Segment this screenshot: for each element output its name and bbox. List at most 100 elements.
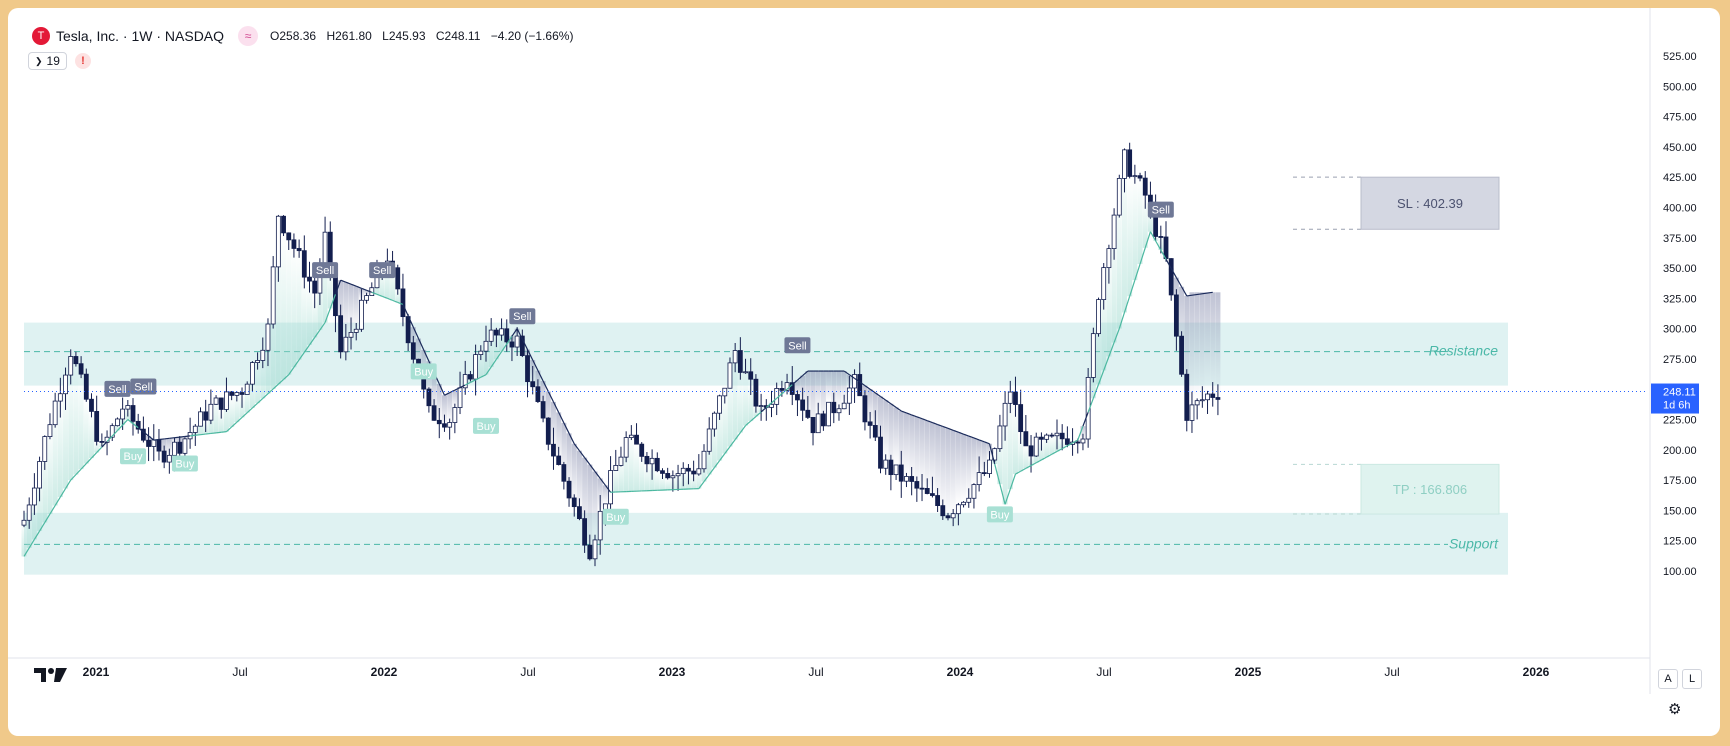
trend-fill-slice [1044, 435, 1050, 458]
trail-line-segment [1175, 277, 1183, 288]
trail-line-segment [283, 374, 290, 380]
candle-body [670, 475, 676, 479]
trail-line-segment [1108, 342, 1115, 357]
log-scale-button[interactable]: L [1682, 669, 1702, 689]
chart-canvas[interactable]: Resistance Support Sell Sell Buy Buy Sell Sell B… [8, 8, 1720, 736]
trend-fill-slice [1049, 435, 1055, 455]
sell-signal: Sell [312, 262, 339, 279]
trail-line-segment [277, 378, 284, 385]
trend-fill-slice [971, 437, 977, 485]
candle-body [556, 455, 562, 465]
candle-body [447, 422, 453, 428]
indicator-icon[interactable]: ≈ [238, 26, 259, 46]
candle-body [353, 328, 359, 333]
candle-body [914, 481, 920, 489]
trend-fill-slice [1199, 292, 1205, 400]
price-tick-label: 325.00 [1663, 293, 1697, 305]
sell-signal: Sell [784, 337, 811, 354]
current-price-tag [1651, 383, 1699, 414]
trend-fill-slice [1023, 445, 1029, 469]
candle-body [286, 232, 292, 241]
tradingview-logo-icon[interactable] [34, 664, 68, 688]
candle-body [815, 413, 821, 434]
candle-body [31, 487, 37, 506]
candle-body [821, 413, 826, 427]
candle-body [940, 505, 946, 517]
candle-body [1132, 175, 1138, 178]
trend-fill-slice [1080, 426, 1086, 440]
candle-body [307, 276, 312, 282]
candle-body [218, 397, 224, 410]
trend-fill-slice [888, 403, 894, 475]
candle-body [322, 231, 328, 268]
candle-body [628, 434, 634, 438]
trail-line-segment [734, 432, 741, 440]
candle-body [597, 510, 603, 541]
trail-line-segment [309, 337, 316, 346]
trend-fill-slice [275, 216, 281, 385]
trend-fill-slice [1012, 404, 1018, 475]
candle-body [779, 388, 785, 391]
candle-body [1039, 436, 1044, 440]
price-tick-label: 175.00 [1663, 475, 1697, 487]
candle-body [561, 464, 567, 482]
trail-line-segment [366, 289, 373, 293]
trend-fill-slice [47, 424, 53, 515]
trail-line-segment [184, 435, 191, 438]
candle-body [1002, 402, 1008, 427]
candle-body [618, 456, 624, 466]
trail-line-segment [200, 433, 206, 436]
trail-line-segment [169, 437, 175, 439]
trail-line-segment [407, 315, 414, 328]
price-tick-label: 275.00 [1663, 354, 1697, 366]
candle-body [229, 391, 235, 396]
candle-body [654, 457, 660, 472]
candle-body [161, 450, 167, 463]
candle-body [1018, 404, 1024, 433]
candle-body [530, 381, 536, 388]
candle-body [140, 428, 146, 441]
support-label: Support [1449, 535, 1499, 551]
candle-body [571, 497, 577, 508]
candle-body [83, 373, 89, 400]
indicators-toggle-button[interactable]: ❯ 19 [28, 52, 67, 70]
trail-line-segment [495, 351, 503, 360]
candle-body [1044, 434, 1050, 440]
warning-icon[interactable]: ! [74, 53, 91, 69]
trail-line-segment [143, 431, 149, 437]
trail-line-segment [1015, 470, 1021, 475]
candle-body [244, 383, 250, 395]
time-axis: 2021 Jul 2022 Jul 2023 Jul 2024 Jul 2025 Jul 2026 [83, 665, 1550, 679]
symbol-title[interactable]: Tesla, Inc. · 1W · NASDAQ [56, 28, 225, 44]
trail-line-segment [158, 438, 165, 441]
candle-body [1049, 434, 1055, 437]
candle-body [1137, 175, 1143, 179]
buy-badge [410, 363, 437, 380]
trend-fill-slice [1142, 195, 1148, 248]
auto-scale-button[interactable]: A [1658, 669, 1678, 689]
trend-fill-slice [218, 409, 224, 433]
candle-body [1179, 335, 1184, 375]
trail-line-segment [895, 406, 902, 412]
trend-fill-slice [945, 428, 951, 518]
time-tick-label: 2024 [947, 665, 974, 679]
trend-fill-slice [1018, 431, 1024, 472]
gear-icon[interactable]: ⚙ [1668, 701, 1682, 718]
trail-line-segment [397, 301, 404, 305]
candle-body [592, 539, 598, 560]
trail-line-segment [708, 467, 715, 475]
trend-fill-slice [898, 411, 904, 482]
trend-fill-slice [711, 413, 717, 468]
buy-badge [602, 508, 629, 525]
trend-fill-slice [1132, 175, 1138, 281]
trend-fill-slice [57, 393, 63, 498]
candle-body [291, 239, 297, 249]
sell-signal: Sell [1147, 201, 1174, 218]
candle-body [753, 378, 759, 407]
trail-line-segment [49, 505, 56, 515]
trend-fill-slice [88, 411, 94, 459]
trail-line-segment [1051, 450, 1058, 455]
candle-body [504, 328, 510, 343]
trail-line-segment [952, 429, 959, 433]
trail-line-segment [454, 387, 461, 391]
